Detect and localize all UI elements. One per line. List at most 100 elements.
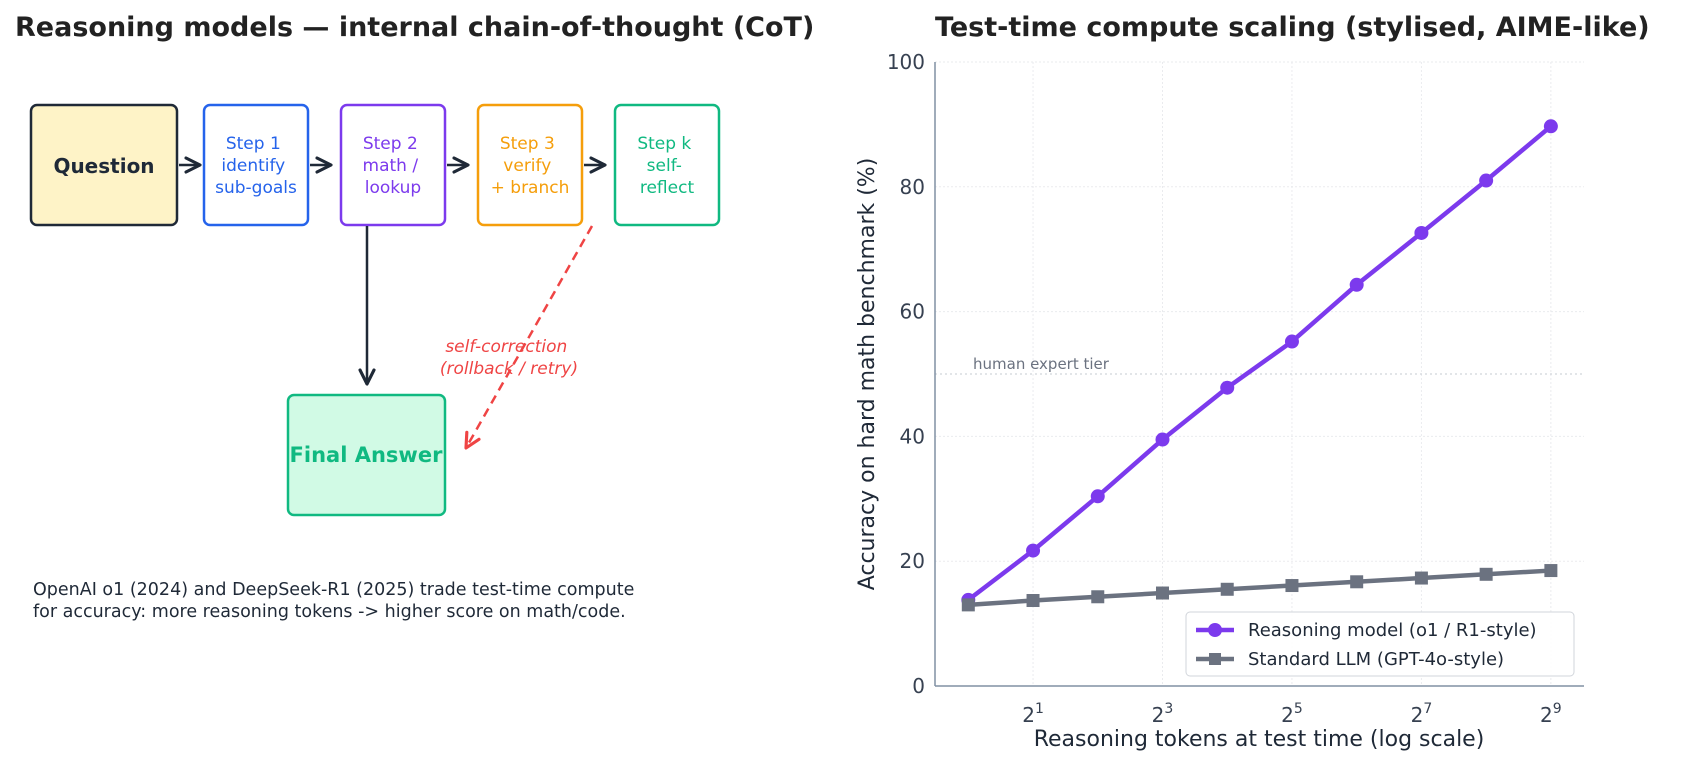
step-3-line-2: verify <box>503 156 551 176</box>
data-point <box>1543 119 1558 134</box>
data-point <box>1091 590 1105 604</box>
step-2-line-2: math / <box>363 156 419 176</box>
step-k-box <box>613 103 721 227</box>
data-point <box>1349 277 1364 292</box>
question-node: Question <box>29 103 179 227</box>
step-3-line-1: Step 3 <box>500 134 555 154</box>
chart-title: Test-time compute scaling (stylised, AIM… <box>935 12 1650 43</box>
step-node-2: Step 2 math / lookup <box>339 103 447 227</box>
data-point <box>1544 564 1558 578</box>
caption: OpenAI o1 (2024) and DeepSeek-R1 (2025) … <box>33 580 640 622</box>
series-2 <box>961 564 1558 612</box>
series-1 <box>961 119 1558 607</box>
legend-label: Standard LLM (GPT-4o-style) <box>1248 649 1504 670</box>
step-1-line-2: identify <box>221 156 285 176</box>
step-2-label: Step 2 math / lookup <box>363 134 424 198</box>
reference-layer: human expert tier <box>935 355 1584 375</box>
x-tick-base: 2 <box>1152 703 1165 727</box>
legend-box <box>1185 611 1575 677</box>
data-point <box>1026 543 1041 558</box>
caption-line-2: for accuracy: more reasoning tokens -> h… <box>33 602 626 622</box>
y-tick-label: 100 <box>887 50 925 74</box>
x-tick-base: 2 <box>1411 703 1424 727</box>
y-axis-label: Accuracy on hard math benchmark (%) <box>855 158 880 591</box>
data-point <box>1285 579 1299 593</box>
self-correction-label: self-correction (rollback / retry) <box>440 337 578 379</box>
question-label: Question <box>53 154 154 178</box>
final-answer-label: Final Answer <box>290 443 444 467</box>
y-tick-label: 80 <box>900 175 925 199</box>
final-answer-node: Final Answer <box>286 393 447 517</box>
step-2-line-1: Step 2 <box>363 134 418 154</box>
step-k-label: Step k self- reflect <box>637 134 696 198</box>
x-tick-base: 2 <box>1281 703 1294 727</box>
x-tick-exponent: 9 <box>1553 701 1562 717</box>
x-tick-exponent: 3 <box>1164 701 1173 717</box>
question-box <box>29 103 179 227</box>
data-point <box>961 598 975 612</box>
series-layer <box>961 119 1558 612</box>
y-tick-label: 20 <box>900 549 925 573</box>
y-tick-label: 40 <box>900 424 925 448</box>
data-point <box>1220 582 1234 596</box>
step-3-label: Step 3 verify + branch <box>491 134 570 198</box>
reference-line-label: human expert tier <box>973 355 1110 373</box>
data-point <box>1414 225 1429 240</box>
scaling-chart-panel: Test-time compute scaling (stylised, AIM… <box>855 12 1650 752</box>
self-correction-arrow <box>464 225 594 450</box>
cot-diagram-panel: Reasoning models — internal chain-of-tho… <box>15 12 814 622</box>
x-axis-label: Reasoning tokens at test time (log scale… <box>1034 727 1485 752</box>
left-panel-title: Reasoning models — internal chain-of-tho… <box>15 12 814 43</box>
x-tick-label: 27 <box>1411 701 1433 727</box>
caption-line-1: OpenAI o1 (2024) and DeepSeek-R1 (2025) … <box>33 580 634 600</box>
data-point <box>1026 594 1040 608</box>
step-k-line-1: Step k <box>637 134 691 154</box>
legend-marker <box>1208 623 1222 637</box>
data-point <box>1284 334 1299 349</box>
step-1-label: Step 1 identify sub-goals <box>215 134 297 198</box>
data-point <box>1155 432 1170 447</box>
step-node-1: Step 1 identify sub-goals <box>202 103 310 227</box>
data-point <box>1220 380 1235 395</box>
grid-layer <box>935 61 1584 687</box>
legend-label: Reasoning model (o1 / R1-style) <box>1248 620 1537 641</box>
step-1-line-1: Step 1 <box>226 134 281 154</box>
step-node-3: Step 3 verify + branch <box>476 103 584 227</box>
legend-item-2: Standard LLM (GPT-4o-style) <box>1196 649 1504 670</box>
x-tick-base: 2 <box>1022 703 1035 727</box>
x-tick-label: 23 <box>1152 701 1174 727</box>
step-k-line-2: self- <box>647 156 682 176</box>
x-tick-exponent: 7 <box>1423 701 1432 717</box>
step-node-k: Step k self- reflect <box>613 103 721 227</box>
data-point <box>1155 586 1169 600</box>
series-line <box>966 568 1554 608</box>
legend: Reasoning model (o1 / R1-style) Standard … <box>1185 611 1575 677</box>
self-correction-line-1: self-correction <box>445 337 567 357</box>
legend-item-1: Reasoning model (o1 / R1-style) <box>1196 620 1537 641</box>
step-3-line-3: + branch <box>491 178 570 198</box>
data-point <box>1479 567 1493 581</box>
data-point <box>1414 571 1428 585</box>
data-point <box>1479 173 1494 188</box>
step-2-line-3: lookup <box>365 178 421 198</box>
series-line <box>966 124 1554 603</box>
step-1-box <box>202 103 310 227</box>
y-tick-label: 60 <box>900 300 925 324</box>
x-tick-label: 29 <box>1540 701 1562 727</box>
x-tick-exponent: 1 <box>1035 701 1044 717</box>
step-3-box <box>476 103 584 227</box>
step-2-box <box>339 103 447 227</box>
step-1-line-3: sub-goals <box>215 178 297 198</box>
final-answer-box <box>286 393 447 517</box>
x-tick-exponent: 5 <box>1294 701 1303 717</box>
x-tick-label: 25 <box>1281 701 1303 727</box>
x-tick-label: 21 <box>1022 701 1044 727</box>
self-correction-line-2: (rollback / retry) <box>440 359 578 379</box>
legend-marker <box>1209 653 1221 665</box>
data-point <box>1090 489 1105 504</box>
step-k-line-3: reflect <box>640 178 695 198</box>
x-tick-base: 2 <box>1540 703 1553 727</box>
y-tick-label: 0 <box>912 674 925 698</box>
